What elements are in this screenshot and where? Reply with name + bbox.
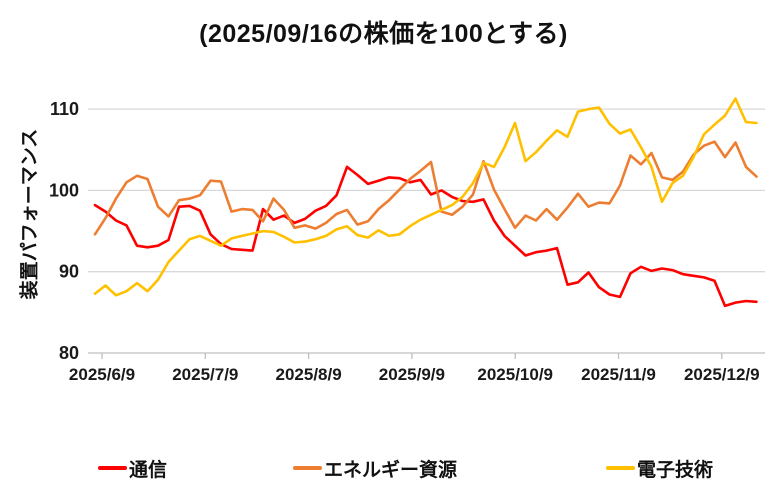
x-tick-labels: 2025/6/9 2025/7/9 2025/8/9 2025/9/9 2025/10/… — [69, 365, 760, 384]
series-lines — [93, 97, 758, 308]
chart-title: (2025/09/16の株価を100とする) — [199, 20, 568, 48]
y-tick-labels: 80 90 100 110 — [49, 99, 79, 363]
x-tick-label: 2025/9/9 — [379, 365, 445, 384]
legend-dash-icon — [606, 465, 635, 471]
y-tick-label: 100 — [49, 180, 79, 200]
legend-item-denshi: 電子技術 — [606, 454, 713, 482]
x-tick-label: 2025/11/9 — [581, 365, 656, 384]
x-axis — [88, 352, 765, 359]
x-tick-label: 2025/8/9 — [276, 365, 342, 384]
x-tick-label: 2025/10/9 — [477, 365, 553, 384]
legend-dash-icon — [98, 465, 127, 471]
y-tick-label: 90 — [59, 262, 79, 282]
y-tick-label: 110 — [50, 99, 79, 119]
legend-label: 通信 — [129, 459, 168, 481]
x-tick-label: 2025/6/9 — [69, 365, 135, 384]
x-tick-label: 2025/12/9 — [684, 365, 760, 384]
legend-dash-icon — [293, 465, 322, 471]
x-tick-label: 2025/7/9 — [172, 365, 238, 384]
y-tick-label: 80 — [59, 343, 79, 363]
legend-label: エネルギー資源 — [324, 459, 458, 481]
series-line-0 — [93, 165, 758, 308]
legend-item-energy: エネルギー資源 — [293, 454, 457, 482]
legend-item-tsushin: 通信 — [98, 454, 167, 482]
series-line-2 — [93, 97, 758, 297]
chart-legend: 通信 エネルギー資源 電子技術 — [0, 454, 777, 482]
legend-label: 電子技術 — [637, 459, 714, 481]
